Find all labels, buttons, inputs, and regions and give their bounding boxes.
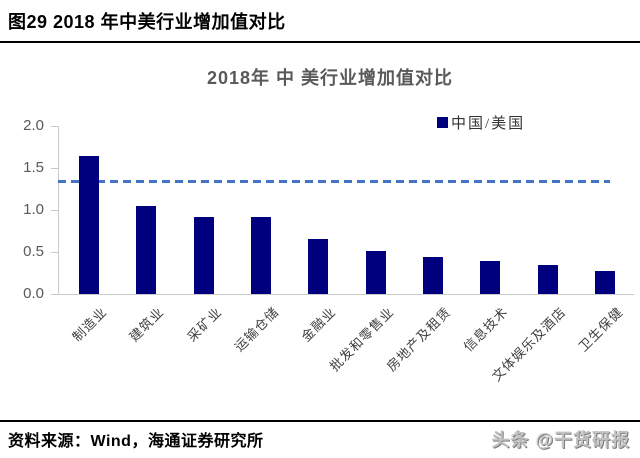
y-axis-tick — [51, 294, 58, 295]
bar-批发和零售业 — [365, 251, 386, 294]
bar-文体娱乐及酒店 — [537, 264, 558, 294]
y-axis-tick — [51, 125, 58, 127]
y-tick-label: 0.0 — [23, 285, 44, 302]
bar-卫生保健 — [594, 271, 615, 294]
y-tick-label: 1.5 — [23, 158, 44, 176]
x-category-label: 卫生保健 — [575, 304, 626, 355]
source-note: 资料来源：Wind，海通证券研究所 — [8, 433, 264, 450]
watermark: 头条 @干货研报 — [491, 430, 630, 450]
x-category-label: 运输仓储 — [231, 304, 282, 355]
bar-制造业 — [79, 155, 99, 294]
figure-caption: 图29 2018 年中美行业增加值对比 — [8, 12, 286, 32]
bar-房地产及租赁 — [422, 256, 443, 294]
y-tick-label: 0.5 — [23, 242, 44, 260]
legend: 中国/美国 — [437, 112, 525, 133]
bottom-divider — [0, 420, 640, 422]
y-axis — [58, 126, 59, 294]
chart-title: 2018年 中 美行业增加值对比 — [206, 68, 454, 88]
x-category-label: 金融业 — [298, 304, 340, 345]
y-tick-label: 2.0 — [23, 116, 44, 134]
x-category-label: 采矿业 — [184, 304, 225, 345]
x-category-label: 制造业 — [69, 304, 110, 345]
reference-line — [58, 179, 610, 183]
x-category-label: 信息技术 — [460, 304, 512, 355]
legend-swatch-icon — [437, 117, 448, 128]
bar-采矿业 — [193, 217, 214, 294]
bar-运输仓储 — [250, 217, 271, 294]
top-divider — [0, 41, 640, 43]
y-tick-label: 1.0 — [23, 200, 44, 218]
y-axis-tick — [51, 167, 58, 169]
legend-label: 中国/美国 — [451, 116, 526, 132]
bar-金融业 — [308, 239, 329, 294]
bar-信息技术 — [480, 261, 501, 294]
y-axis-tick — [51, 251, 58, 253]
y-axis-tick — [51, 209, 58, 211]
x-axis — [58, 294, 634, 295]
bar-建筑业 — [136, 205, 157, 294]
x-category-label: 建筑业 — [126, 304, 168, 345]
